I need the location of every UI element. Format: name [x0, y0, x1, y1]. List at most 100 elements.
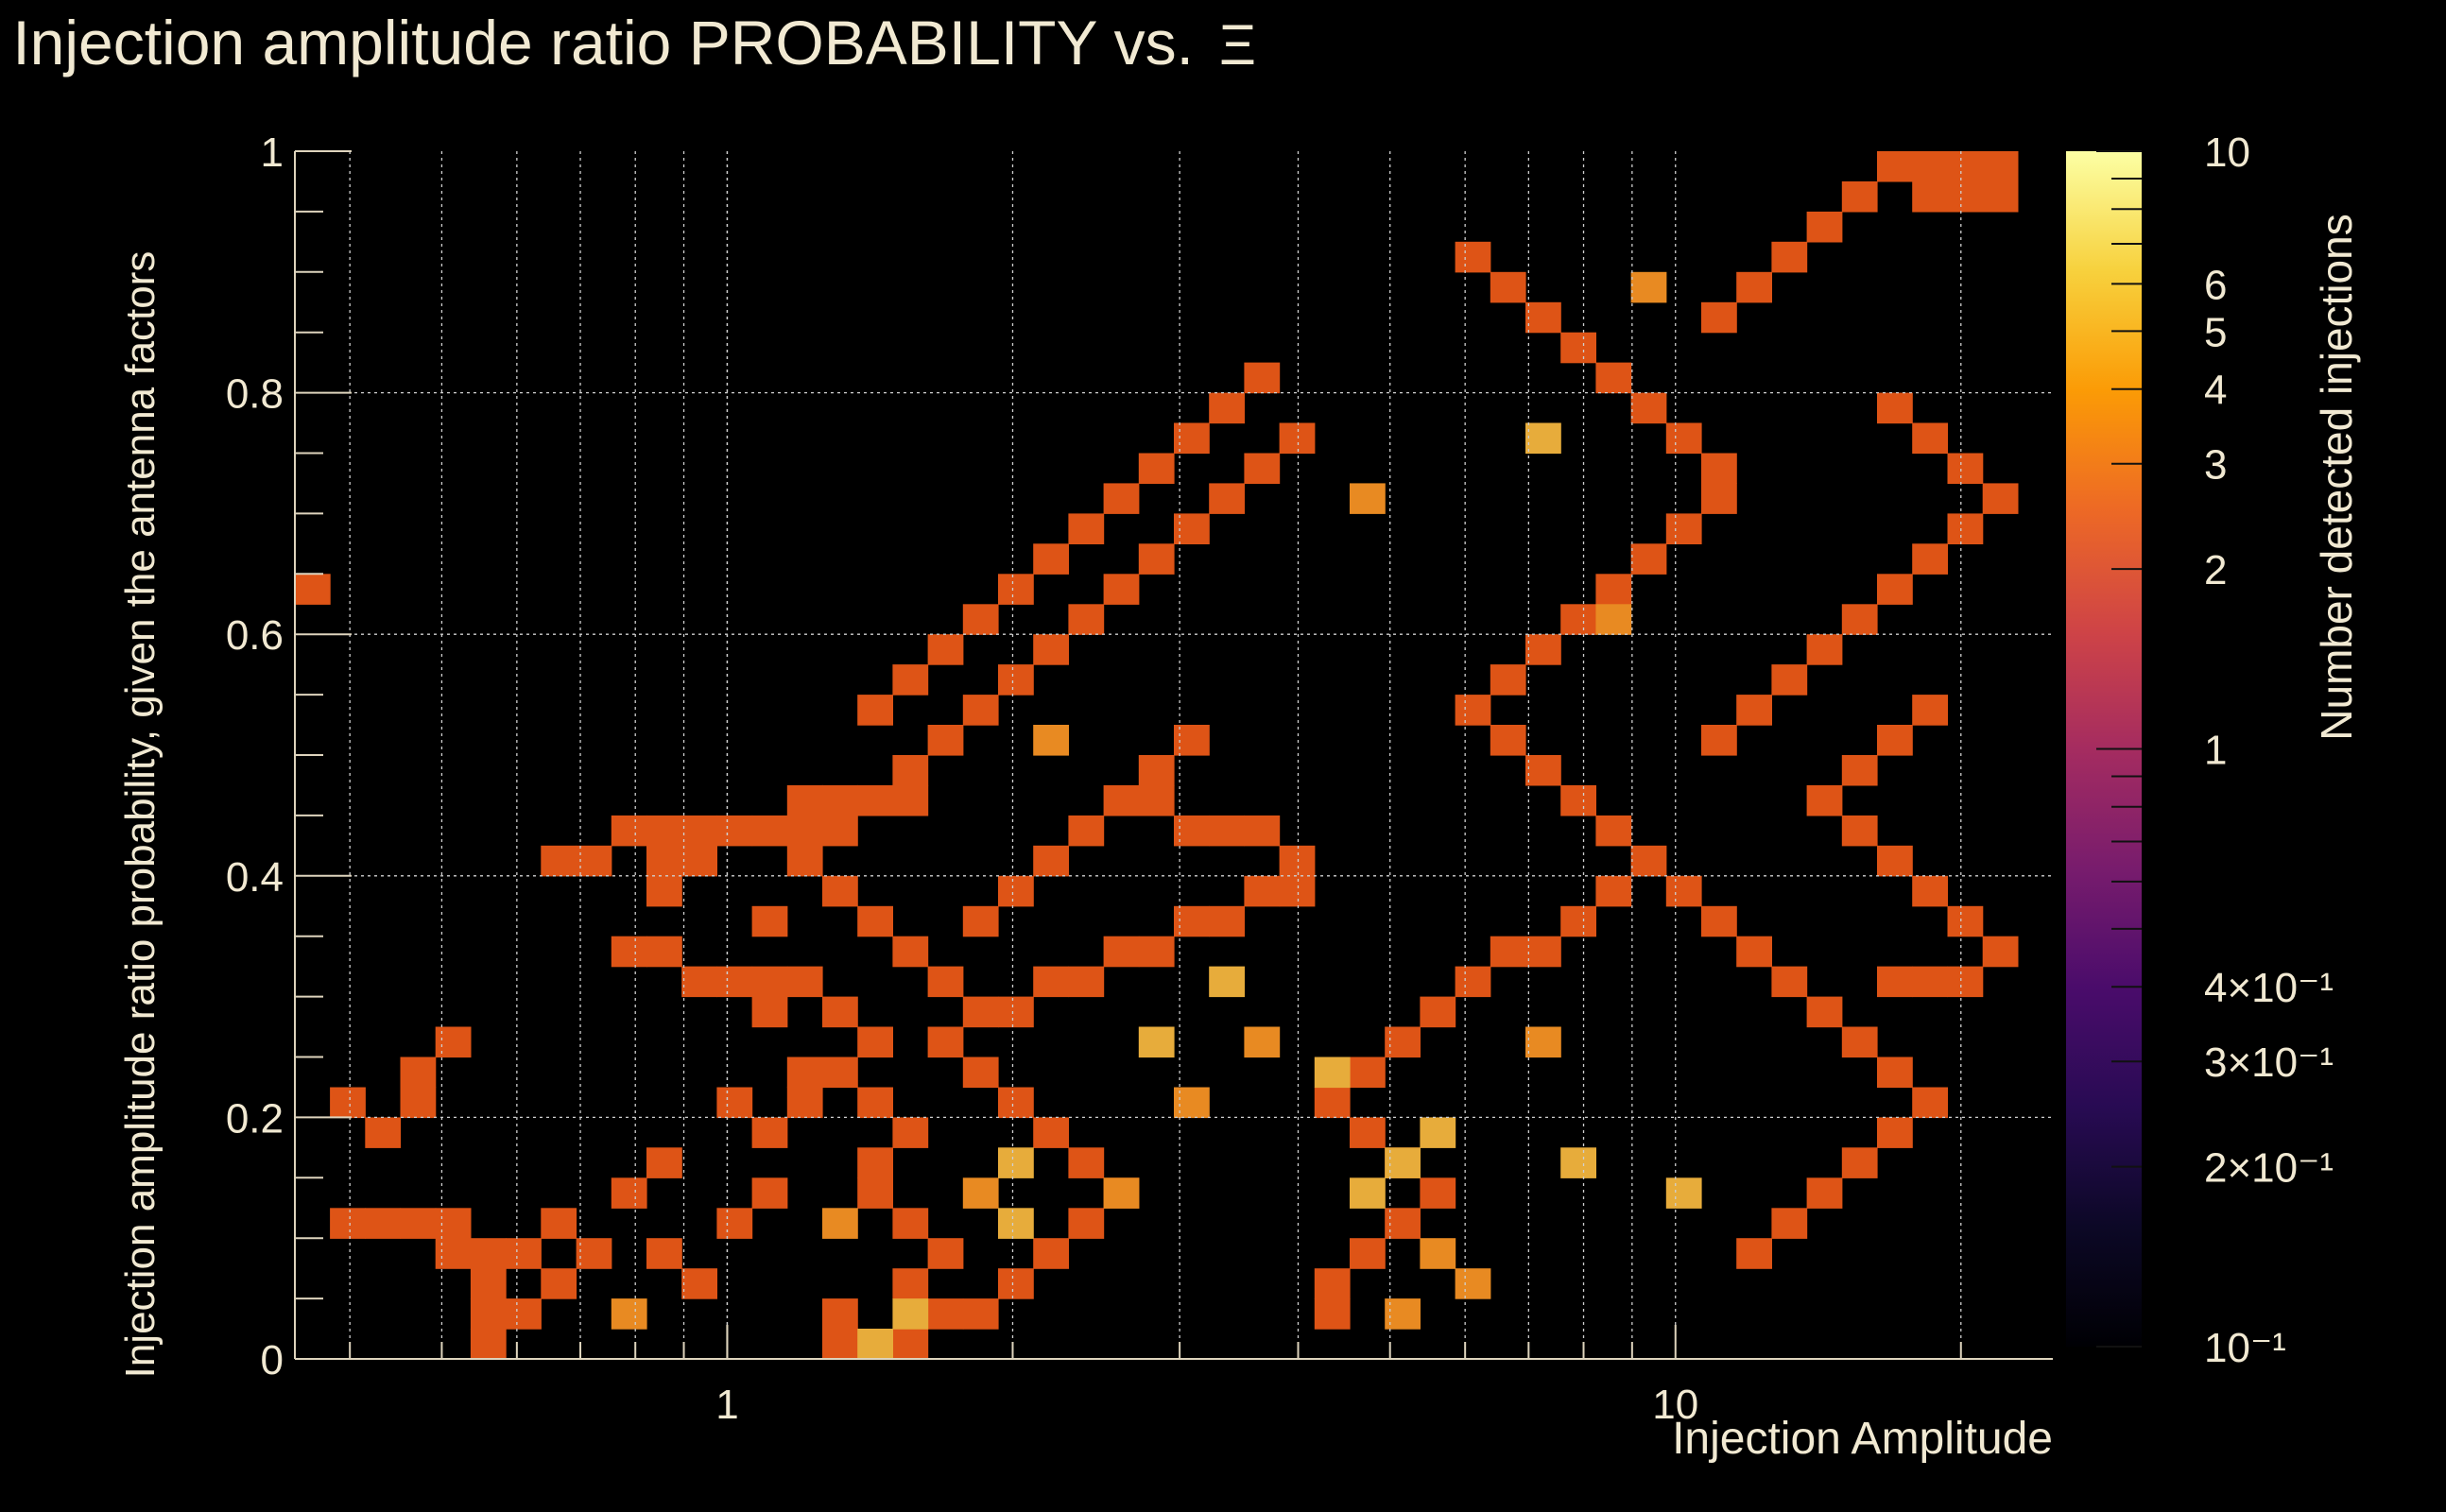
heatmap-cell: [962, 1057, 999, 1089]
heatmap-cell: [1244, 875, 1281, 907]
heatmap-cell: [400, 1087, 437, 1119]
heatmap-cell: [611, 1298, 647, 1330]
heatmap-cell: [1138, 453, 1175, 484]
heatmap-cell: [681, 845, 717, 877]
y-tick-label: 0.2: [226, 1095, 284, 1142]
heatmap-cell: [400, 1208, 437, 1239]
heatmap-cell: [1314, 1087, 1351, 1119]
heatmap-cell: [1701, 483, 1737, 514]
heatmap-cell: [892, 1298, 929, 1330]
heatmap-cell: [1912, 151, 1948, 182]
heatmap-cell: [506, 1238, 542, 1269]
heatmap-cell: [1912, 1087, 1948, 1119]
heatmap-cell: [892, 664, 929, 696]
heatmap-cell: [1350, 1238, 1386, 1269]
heatmap-cell: [786, 784, 823, 816]
heatmap-cell: [1385, 1026, 1421, 1058]
heatmap-cell: [1385, 1208, 1421, 1239]
heatmap-cell: [892, 1329, 929, 1360]
heatmap-cell: [1244, 453, 1281, 484]
heatmap-cell: [541, 1268, 577, 1299]
heatmap-cell: [892, 936, 929, 968]
heatmap-cell: [646, 1147, 682, 1178]
heatmap-cell: [1455, 695, 1491, 726]
heatmap-cell: [751, 905, 788, 937]
heatmap-cell: [1350, 483, 1386, 514]
heatmap-cell: [1279, 845, 1316, 877]
heatmap-cell: [1455, 241, 1491, 273]
heatmap-cell: [1736, 271, 1772, 303]
chart-title: Injection amplitude ratio PROBABILITY vs…: [12, 8, 1194, 77]
heatmap-cell: [541, 1208, 577, 1239]
heatmap-cell: [1103, 483, 1140, 514]
heatmap-cell: [611, 1177, 647, 1209]
heatmap-cell: [998, 1268, 1034, 1299]
color-bar-tick-label: 4×10⁻¹: [2204, 965, 2334, 1011]
heatmap-cell: [294, 574, 331, 605]
heatmap-cell: [1947, 966, 1984, 998]
heatmap-cell: [1665, 875, 1702, 907]
heatmap-cell: [1033, 1117, 1069, 1148]
heatmap-cell: [1560, 332, 1596, 364]
heatmap-cell: [576, 845, 612, 877]
y-tick-label: 0.4: [226, 854, 284, 901]
chart-title-symbol: Ξ: [1219, 13, 1256, 77]
heatmap-cell: [1525, 634, 1561, 665]
color-bar-tick-label: 6: [2204, 262, 2227, 308]
heatmap-cell: [1068, 1208, 1105, 1239]
heatmap-cell: [1525, 1026, 1561, 1058]
heatmap-cell: [1630, 845, 1667, 877]
heatmap-cell: [1490, 725, 1526, 756]
y-tick-label: 1: [261, 129, 284, 176]
heatmap-cell: [1350, 1057, 1386, 1089]
heatmap-cell: [1665, 422, 1702, 455]
heatmap-cell: [998, 875, 1034, 907]
heatmap-cell: [646, 815, 682, 847]
heatmap-cell: [1314, 1057, 1351, 1089]
heatmap-cell: [470, 1298, 507, 1330]
heatmap-cell: [786, 1057, 823, 1089]
heatmap-cell: [1912, 422, 1948, 455]
heatmap-cell: [1420, 1177, 1456, 1209]
heatmap-cell: [892, 784, 929, 816]
heatmap-cell: [927, 1238, 964, 1269]
heatmap-cell: [786, 966, 823, 998]
heatmap-cell: [470, 1268, 507, 1299]
y-tick-label: 0.6: [226, 612, 284, 659]
y-tick-label: 0: [261, 1337, 284, 1383]
heatmap-cell: [1490, 936, 1526, 968]
heatmap-cell: [1033, 845, 1069, 877]
heatmap-cell: [1912, 875, 1948, 907]
heatmap-cell: [927, 725, 964, 756]
heatmap-cell: [1385, 1298, 1421, 1330]
heatmap-cell: [857, 1087, 893, 1119]
heatmap-cell: [892, 755, 929, 786]
color-bar-label: Number detected injections: [2312, 214, 2361, 740]
color-bar-tick-label: 3×10⁻¹: [2204, 1040, 2334, 1086]
y-tick-label: 0.8: [226, 371, 284, 418]
heatmap-cell: [1630, 392, 1667, 424]
heatmap-cell: [1068, 604, 1105, 635]
heatmap-cell: [1560, 604, 1596, 635]
heatmap-cell: [1912, 966, 1948, 998]
heatmap-cell: [998, 574, 1034, 605]
heatmap-cell: [822, 1057, 858, 1089]
heatmap-cell: [962, 695, 999, 726]
heatmap-cell: [1877, 151, 1913, 182]
heatmap-cell: [470, 1238, 507, 1269]
heatmap-cell: [1385, 1147, 1421, 1178]
heatmap-cell: [1490, 271, 1526, 303]
heatmap-cell: [1841, 815, 1878, 847]
heatmap-cell: [1841, 180, 1878, 213]
heatmap-cell: [1138, 936, 1175, 968]
heatmap-cell: [1138, 784, 1175, 816]
heatmap-cell: [1877, 725, 1913, 756]
heatmap-cell: [857, 1177, 893, 1209]
heatmap-cell: [716, 1087, 753, 1119]
heatmap-cell: [857, 784, 893, 816]
y-axis: 0 0.2 0.4 0.6 0.8 1: [226, 129, 352, 1383]
heatmap-cell: [822, 784, 858, 816]
heatmap-cell: [1525, 422, 1561, 455]
heatmap-cell: [857, 1329, 893, 1360]
heatmap-cell: [1630, 543, 1667, 575]
